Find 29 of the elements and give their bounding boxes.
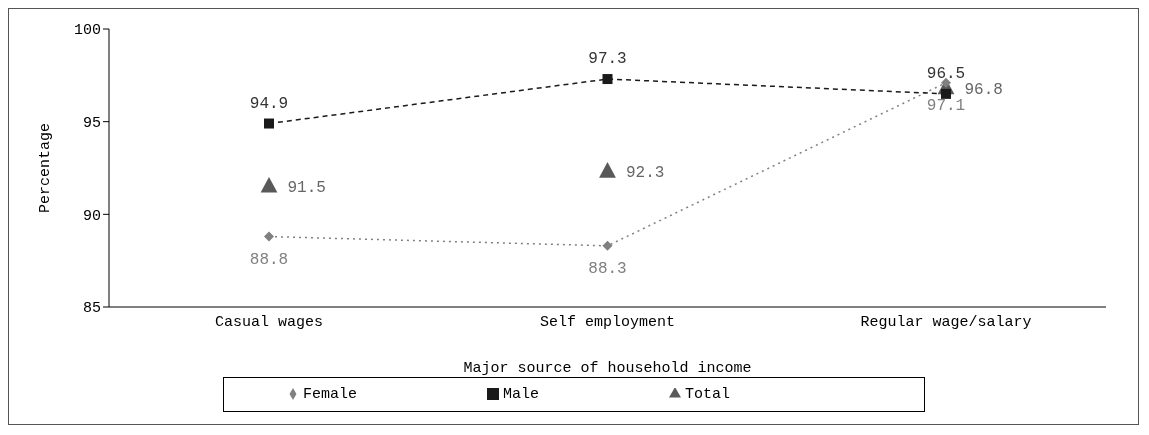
- x-axis-title: Major source of household income: [463, 360, 752, 377]
- y-tick-label: 95: [82, 114, 101, 132]
- data-label: 97.3: [588, 50, 627, 69]
- point: [941, 88, 951, 99]
- point: [941, 77, 951, 88]
- point: [602, 74, 613, 85]
- legend-label: Female: [302, 386, 357, 403]
- point: [260, 176, 278, 193]
- data-label: 94.9: [249, 94, 289, 113]
- data-label: 97.1: [926, 97, 966, 116]
- x-tick-label: Regular wage/salary: [860, 313, 1032, 331]
- point: [264, 118, 274, 129]
- x-tick-label: Casual wages: [214, 313, 324, 331]
- point: [602, 240, 613, 251]
- legend-label: Male: [502, 386, 539, 403]
- data-label: 88.8: [249, 250, 289, 269]
- data-label: 92.3: [626, 164, 665, 183]
- data-label: 96.5: [926, 64, 966, 83]
- y-tick-label: 85: [82, 300, 101, 318]
- y-tick-label: 90: [82, 207, 101, 225]
- x-tick-label: Self employment: [539, 313, 676, 331]
- point: [264, 231, 274, 242]
- y-tick-label: 100: [73, 22, 101, 40]
- data-label: 96.8: [964, 80, 1003, 99]
- data-label: 88.3: [588, 260, 627, 279]
- legend-label: Total: [685, 386, 731, 403]
- data-label: 91.5: [287, 179, 326, 198]
- point: [599, 162, 616, 178]
- y-axis-title: Percentage: [37, 122, 55, 214]
